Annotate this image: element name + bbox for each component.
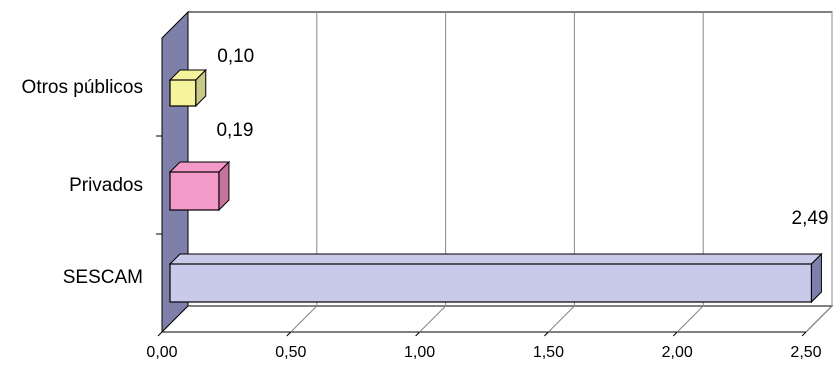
y-category-label: SESCAM xyxy=(63,267,143,288)
y-axis: Otros públicos Privados SESCAM xyxy=(22,77,162,288)
data-label: 2,49 xyxy=(792,208,829,229)
gridline-floor xyxy=(419,305,446,333)
x-tick-mark xyxy=(157,331,163,337)
x-tick-label: 1,00 xyxy=(404,344,435,361)
x-tick-label: 2,50 xyxy=(790,344,821,361)
chart-floor xyxy=(160,305,834,333)
x-axis: 0,00 0,50 1,00 1,50 2,00 2,50 xyxy=(146,331,822,361)
data-labels: 0,10 0,19 2,49 xyxy=(216,46,828,229)
bar-front-face xyxy=(169,263,813,303)
x-tick-label: 0,50 xyxy=(275,344,306,361)
x-tick-label: 0,00 xyxy=(146,344,177,361)
data-label: 0,19 xyxy=(216,120,253,141)
bar xyxy=(168,252,823,304)
x-tick-mark xyxy=(544,331,549,337)
bar xyxy=(168,68,207,108)
bars xyxy=(168,68,823,304)
x-tick-label: 2,00 xyxy=(662,344,693,361)
gridline-floor xyxy=(676,305,704,333)
bar-top-face xyxy=(168,253,823,265)
gridline-floor xyxy=(290,305,318,333)
x-tick-mark xyxy=(801,331,807,337)
bar-front-face xyxy=(169,171,220,211)
gridline-floor xyxy=(805,305,833,333)
y-category-label: Otros públicos xyxy=(22,77,143,98)
y-category-label: Privados xyxy=(69,175,143,196)
x-tick-mark xyxy=(415,331,420,337)
x-tick-mark xyxy=(286,331,292,337)
bar xyxy=(168,160,231,212)
gridline-floor xyxy=(548,305,575,333)
data-label: 0,10 xyxy=(217,46,254,67)
x-tick-label: 1,50 xyxy=(533,344,564,361)
bar-front-face xyxy=(169,79,197,107)
x-tick-mark xyxy=(672,331,678,337)
